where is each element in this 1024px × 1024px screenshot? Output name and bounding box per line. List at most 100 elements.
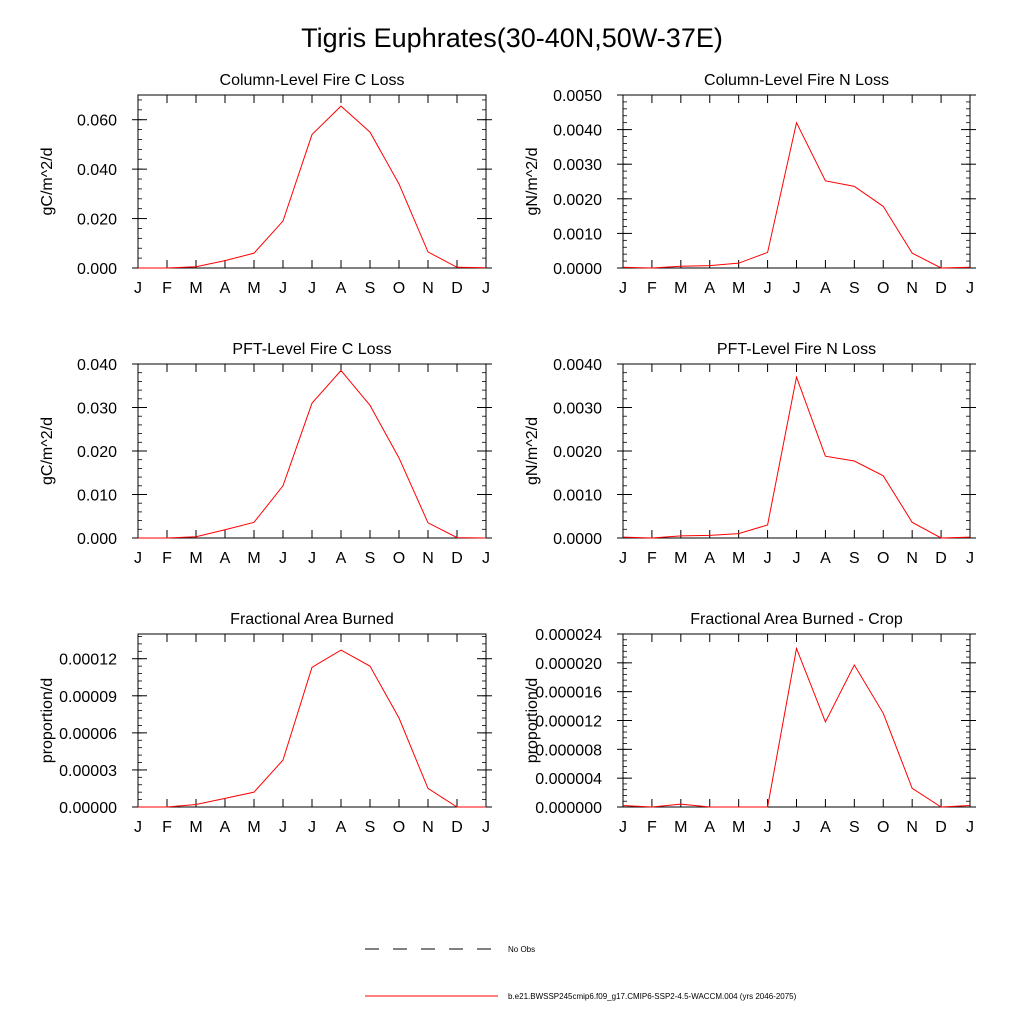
plot-frame — [137, 94, 487, 269]
x-tick-label: J — [279, 280, 287, 297]
y-axis-label: gN/m^2/d — [524, 417, 541, 485]
x-tick-label: A — [820, 280, 831, 297]
x-tick-label: A — [336, 280, 347, 297]
x-tick-label: N — [906, 819, 918, 836]
x-tick-label: O — [877, 280, 889, 297]
y-tick-label: 0.0010 — [553, 226, 602, 243]
x-tick-label: F — [162, 550, 172, 567]
x-tick-label: F — [647, 819, 657, 836]
y-tick-label: 0.000000 — [535, 800, 602, 817]
x-tick-label: A — [220, 819, 231, 836]
x-tick-label: J — [279, 550, 287, 567]
y-tick-label: 0.030 — [77, 401, 117, 418]
y-tick-label: 0.0010 — [553, 488, 602, 505]
y-axis-label: gC/m^2/d — [39, 148, 56, 216]
chart-panel-1: J F M A M J J A S O N D J0.0000.0200.0400.060Column-… — [39, 72, 492, 297]
chart-panel-3: J F M A M J J A S O N D J0.0000.0100.0200.0300.040PF… — [39, 341, 492, 567]
x-tick-label: N — [906, 280, 918, 297]
axes-layer: J F M A M J J A S O N D J0.0000.0200.0400.060Column-… — [39, 72, 976, 836]
y-tick-label: 0.00003 — [59, 763, 117, 780]
x-tick-label: A — [336, 550, 347, 567]
x-tick-label: J — [482, 819, 490, 836]
x-tick-label: N — [422, 280, 434, 297]
x-tick-label: A — [220, 550, 231, 567]
y-tick-label: 0.000008 — [535, 742, 602, 759]
x-tick-label: D — [451, 550, 463, 567]
chart-panel-2: J F M A M J J A S O N D J0.00000.00100.00200.00300.0… — [524, 72, 976, 297]
y-tick-label: 0.010 — [77, 488, 117, 505]
x-tick-label: J — [793, 280, 801, 297]
chart-panel-6: J F M A M J J A S O N D J0.0000000.0000040.0000080.0… — [524, 611, 976, 836]
chart-panel-5: J F M A M J J A S O N D J0.000000.000030.000060.0000… — [39, 611, 492, 836]
x-tick-label: M — [189, 280, 202, 297]
x-tick-label: S — [849, 280, 860, 297]
x-tick-label: J — [619, 550, 627, 567]
y-tick-label: 0.00000 — [59, 800, 117, 817]
x-tick-label: J — [308, 550, 316, 567]
x-tick-label: J — [619, 280, 627, 297]
x-tick-label: A — [220, 280, 231, 297]
chart-panel-4: J F M A M J J A S O N D J0.00000.00100.00200.00300.0… — [524, 341, 976, 567]
legend-label-model: b.e21.BWSSP245cmip6.f09_g17.CMIP6-SSP2-4… — [508, 992, 797, 1001]
x-tick-label: J — [134, 550, 142, 567]
chart-title: Fractional Area Burned — [230, 611, 394, 628]
x-tick-label: D — [935, 280, 947, 297]
x-tick-label: N — [422, 819, 434, 836]
y-tick-label: 0.000012 — [535, 714, 602, 731]
plot-frame — [622, 633, 971, 808]
y-tick-label: 0.060 — [77, 113, 117, 130]
y-tick-label: 0.000024 — [535, 627, 602, 644]
x-tick-label: J — [134, 819, 142, 836]
series-line — [138, 105, 487, 269]
y-tick-label: 0.000004 — [535, 771, 602, 788]
x-tick-label: J — [308, 280, 316, 297]
plot-frame — [622, 363, 971, 539]
x-tick-label: J — [764, 280, 772, 297]
x-tick-label: J — [482, 550, 490, 567]
chart-title: PFT-Level Fire C Loss — [232, 341, 391, 358]
x-tick-label: J — [793, 550, 801, 567]
x-tick-label: M — [674, 550, 687, 567]
x-tick-label: J — [966, 280, 974, 297]
y-axis-label: proportion/d — [524, 678, 541, 763]
chart-title: Column-Level Fire C Loss — [220, 72, 405, 89]
x-tick-label: S — [365, 550, 376, 567]
plot-frame — [137, 363, 487, 539]
y-tick-label: 0.0000 — [553, 531, 602, 548]
x-tick-label: D — [451, 280, 463, 297]
x-tick-label: A — [704, 550, 715, 567]
x-tick-label: M — [189, 550, 202, 567]
legend: No Obs b.e21.BWSSP245cmip6.f09_g17.CMIP6… — [365, 945, 797, 1001]
x-tick-label: J — [308, 819, 316, 836]
y-axis-label: gC/m^2/d — [39, 417, 56, 485]
page-title: Tigris Euphrates(30-40N,50W-37E) — [301, 23, 723, 53]
series-line — [622, 375, 971, 539]
y-tick-label: 0.000016 — [535, 685, 602, 702]
x-tick-label: M — [189, 819, 202, 836]
x-tick-label: N — [422, 550, 434, 567]
x-tick-label: O — [393, 819, 405, 836]
y-tick-label: 0.0040 — [553, 357, 602, 374]
x-tick-label: F — [162, 819, 172, 836]
y-tick-label: 0.0040 — [553, 123, 602, 140]
x-tick-label: M — [674, 280, 687, 297]
x-tick-label: O — [393, 280, 405, 297]
y-tick-label: 0.000 — [77, 261, 117, 278]
plot-frame — [137, 633, 487, 808]
x-tick-label: J — [764, 550, 772, 567]
x-tick-label: J — [619, 819, 627, 836]
x-tick-label: S — [365, 280, 376, 297]
x-tick-label: F — [647, 280, 657, 297]
y-tick-label: 0.00009 — [59, 689, 117, 706]
x-tick-label: J — [134, 280, 142, 297]
x-tick-label: S — [365, 819, 376, 836]
x-tick-label: M — [732, 280, 745, 297]
series-line — [138, 369, 487, 539]
y-tick-label: 0.000 — [77, 531, 117, 548]
chart-title: PFT-Level Fire N Loss — [717, 341, 876, 358]
x-tick-label: S — [849, 819, 860, 836]
x-tick-label: F — [647, 550, 657, 567]
y-tick-label: 0.0030 — [553, 157, 602, 174]
x-tick-label: D — [451, 819, 463, 836]
